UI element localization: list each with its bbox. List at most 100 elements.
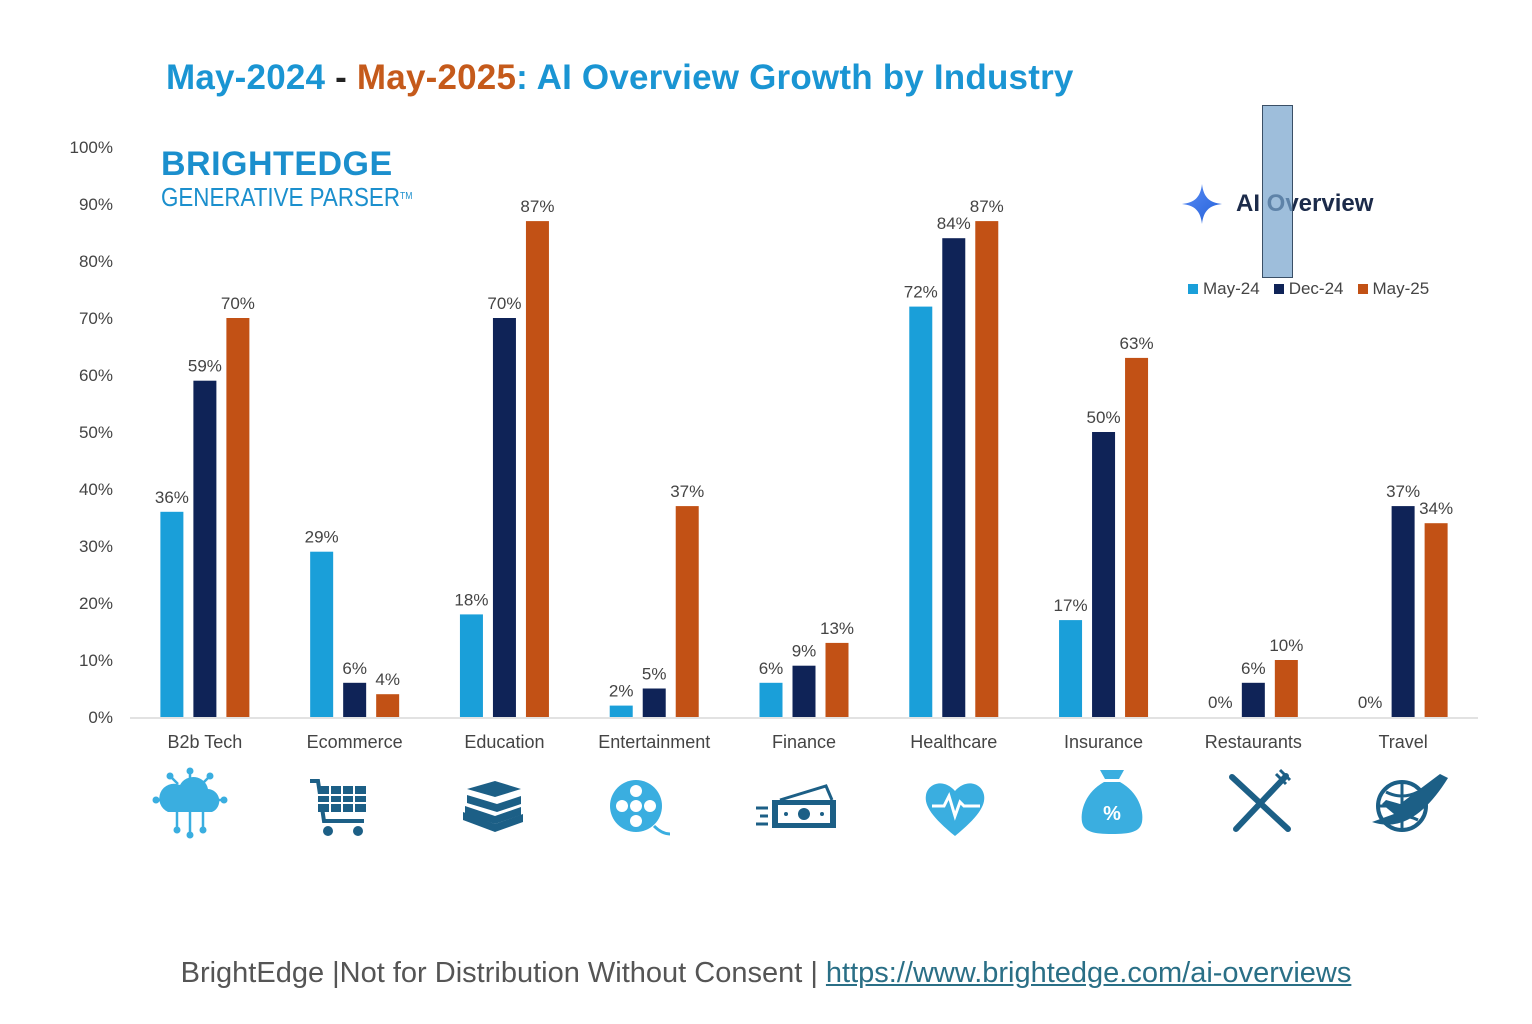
data-label: 13% [820, 619, 854, 638]
film-reel-icon [610, 780, 671, 836]
footer-link[interactable]: https://www.brightedge.com/ai-overviews [825, 957, 1352, 989]
cloud-network-icon [152, 767, 228, 839]
data-label: 0% [1358, 693, 1383, 712]
data-label: 72% [904, 283, 938, 302]
y-tick-label: 100% [70, 138, 113, 157]
bar [1274, 660, 1298, 717]
data-label: 37% [670, 482, 704, 501]
y-tick-label: 50% [79, 423, 113, 442]
data-label: 6% [1241, 659, 1266, 678]
legend-item-dec24: Dec-24 [1273, 279, 1344, 299]
data-label: 0% [1208, 693, 1233, 712]
data-label: 18% [454, 590, 488, 609]
bar [226, 318, 250, 717]
bar [792, 665, 816, 717]
x-category-label: Healthcare [910, 732, 997, 752]
bar [492, 318, 516, 717]
legend-swatch [1357, 284, 1368, 294]
bar-chart: 0% 10% 20% 30% 40% 50% 60% 70% 80% 90% 100% 36% 59% 7… [70, 138, 1478, 752]
globe-plane-icon [1372, 774, 1448, 832]
data-label: 9% [792, 642, 817, 661]
x-category-label: Entertainment [598, 732, 710, 752]
sparkle-icon [1182, 184, 1222, 224]
data-label: 17% [1054, 596, 1088, 615]
category-icons: % [152, 767, 1448, 839]
data-label: 6% [759, 659, 784, 678]
data-label: 87% [520, 197, 554, 216]
y-tick-label: 10% [79, 651, 113, 670]
bar [1241, 682, 1265, 717]
bar [759, 682, 783, 717]
y-tick-label: 30% [79, 537, 113, 556]
data-label: 6% [342, 659, 367, 678]
y-tick-label: 70% [79, 309, 113, 328]
data-label: 70% [487, 294, 521, 313]
bar [909, 306, 933, 717]
bar [376, 694, 400, 717]
shopping-cart-icon [310, 779, 366, 836]
data-label: 87% [970, 197, 1004, 216]
y-tick-label: 90% [79, 195, 113, 214]
y-tick-label: 80% [79, 252, 113, 271]
legend-item-may24: May-24 [1188, 279, 1260, 299]
data-label: 70% [221, 294, 255, 313]
data-label: 5% [642, 665, 667, 684]
bar [525, 221, 549, 717]
bar [642, 688, 666, 717]
data-label: 34% [1419, 499, 1453, 518]
heart-pulse-icon [925, 783, 985, 836]
y-tick-label: 60% [79, 366, 113, 385]
bar [459, 614, 483, 717]
x-category-label: Restaurants [1205, 732, 1302, 752]
ai-overview-badge: AI Overview [1180, 182, 1373, 226]
bar [1391, 506, 1415, 717]
ai-overview-label: AI Overview [1236, 190, 1374, 217]
bar [1125, 357, 1149, 717]
svg-text:%: % [1103, 803, 1121, 825]
y-tick-label: 40% [79, 480, 113, 499]
x-category-label: Finance [772, 732, 836, 752]
x-category-label: Ecommerce [307, 732, 403, 752]
books-icon [463, 781, 523, 832]
bar [160, 511, 184, 717]
fork-knife-icon [1229, 768, 1292, 832]
brightedge-logo: BRIGHTEDGE GENERATIVE PARSERTM [161, 146, 453, 212]
legend-item-may25: May-25 [1357, 279, 1429, 299]
bar [193, 380, 217, 717]
data-label: 84% [937, 214, 971, 233]
data-label: 36% [155, 488, 189, 507]
money-bag-icon: % [1081, 770, 1143, 834]
y-tick-label: 0% [88, 708, 113, 727]
data-label: 50% [1087, 408, 1121, 427]
logo-brand: BRIGHTEDGE [161, 145, 393, 183]
money-icon [756, 784, 836, 828]
legend: May-24 Dec-24 May-25 [1188, 279, 1443, 299]
bar [975, 221, 999, 717]
legend-swatch [1188, 284, 1198, 294]
y-tick-label: 20% [79, 594, 113, 613]
footer: BrightEdge |Not for Distribution Without… [180, 957, 1352, 989]
logo-product: GENERATIVE PARSERTM [161, 182, 413, 212]
data-label: 63% [1120, 334, 1154, 353]
data-label: 37% [1386, 482, 1420, 501]
data-label: 59% [188, 357, 222, 376]
data-label: 29% [305, 528, 339, 547]
selection-box[interactable] [1262, 105, 1293, 278]
bar [310, 551, 334, 717]
bar [825, 642, 849, 717]
x-category-label: Education [464, 732, 544, 752]
legend-swatch [1273, 284, 1284, 294]
bar [942, 238, 966, 717]
x-category-label: Travel [1378, 732, 1427, 752]
x-category-label: B2b Tech [168, 732, 243, 752]
bar [609, 705, 633, 717]
bar [343, 682, 367, 717]
bar [1092, 432, 1116, 717]
data-label: 2% [609, 682, 634, 701]
bar [675, 506, 699, 717]
bar [1424, 523, 1448, 717]
data-label: 10% [1269, 636, 1303, 655]
data-label: 4% [375, 670, 400, 689]
chart-title: May-2024 - May-2025: AI Overview Growth … [166, 58, 1074, 97]
x-category-label: Insurance [1064, 732, 1143, 752]
